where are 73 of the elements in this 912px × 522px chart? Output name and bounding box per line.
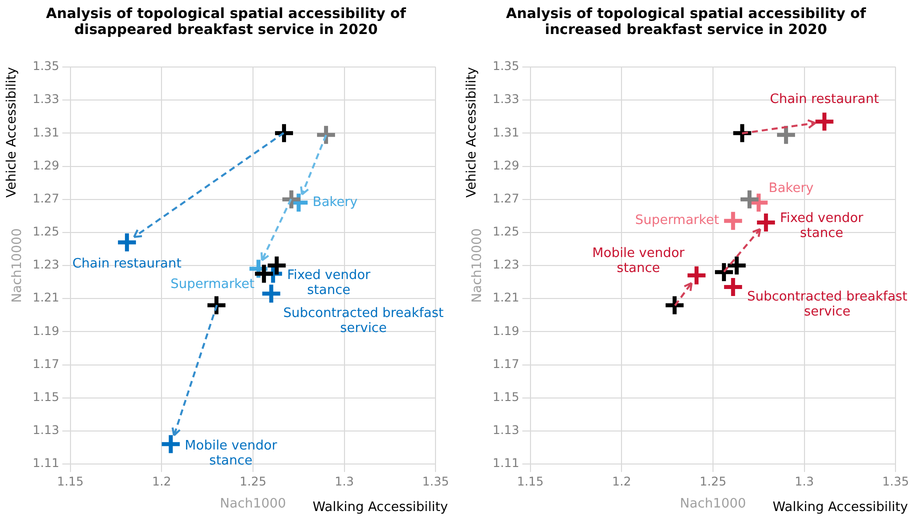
- y-tick-label: 1.17: [492, 356, 520, 371]
- point: [160, 433, 182, 456]
- x-tick-label: 1.25: [700, 474, 726, 488]
- point: [712, 261, 735, 284]
- x-tick-label: 1.3: [334, 474, 354, 488]
- y-tick-label: 1.21: [32, 290, 60, 305]
- x-tick-label: 1.15: [516, 474, 544, 488]
- y-tick-label: 1.25: [32, 224, 60, 239]
- y-tick-label: 1.33: [492, 92, 520, 106]
- series-label: Chain restaurant: [770, 92, 879, 107]
- x-tick-label: 1.2: [152, 474, 172, 488]
- point: [726, 254, 748, 276]
- y-tick-label: 1.21: [492, 290, 520, 305]
- y-tick-label: 1.15: [32, 390, 60, 404]
- x-axis-title: Nach1000: [220, 496, 286, 512]
- text: Vehicle Accessibility: [464, 66, 480, 198]
- series-label: Fixed vendor stance: [287, 268, 372, 298]
- point: [664, 294, 686, 316]
- y-tick-label: 1.31: [492, 125, 520, 140]
- y-tick-label: 1.25: [492, 224, 520, 239]
- y-axis-title: Nach10000: [10, 228, 26, 303]
- y-tick-label: 1.19: [492, 324, 520, 338]
- y-tick-label: 1.19: [32, 324, 60, 338]
- series-label: Subcontracted breakfast service: [747, 289, 908, 320]
- y-tick-label: 1.23: [32, 258, 60, 272]
- y-tick-label: 1.11: [492, 456, 520, 470]
- y-tick-label: 1.13: [32, 423, 60, 438]
- y-tick-label: 1.27: [492, 191, 520, 206]
- y-tick-label: 1.31: [32, 125, 60, 140]
- y-axis-title: Nach10000: [470, 228, 486, 303]
- y-tick-label: 1.35: [32, 59, 60, 74]
- series-label: Chain restaurant: [72, 256, 182, 272]
- y-tick-label: 1.27: [32, 191, 60, 206]
- y-tick-label: 1.17: [32, 356, 60, 371]
- series-label: Supermarket: [170, 277, 254, 292]
- y-tick-label: 1.35: [492, 59, 520, 74]
- point: [775, 124, 798, 146]
- y-tick-label: 1.33: [32, 92, 60, 106]
- point: [273, 122, 296, 144]
- point: [280, 188, 302, 210]
- x-tick-label: 1.35: [882, 474, 909, 488]
- point: [686, 264, 708, 286]
- point: [813, 110, 836, 133]
- y-tick-label: 1.13: [492, 423, 520, 438]
- y-tick-label: 1.15: [492, 390, 520, 404]
- text: Vehicle Accessibility: [4, 66, 20, 198]
- x-tick-label: 1.2: [612, 474, 632, 488]
- series-label: Bakery: [768, 181, 814, 196]
- y-tick-label: 1.29: [492, 158, 520, 172]
- x-tick-label: 1.3: [794, 474, 814, 488]
- series-label: Subcontracted breakfast service: [283, 306, 444, 336]
- point: [266, 254, 288, 276]
- series-label: Bakery: [312, 195, 358, 210]
- y-tick-label: 1.11: [32, 456, 60, 470]
- x-tick-label: 1.15: [56, 474, 84, 488]
- point: [260, 282, 282, 305]
- chart-title: Analysis of topological spatial accessibility of disappeared breakfast service in 2020: [46, 5, 406, 40]
- text: Walking Accessibility: [772, 500, 908, 515]
- y-tick-label: 1.29: [32, 158, 60, 172]
- series-label: Mobile vendor stance: [592, 246, 686, 276]
- point: [315, 124, 338, 146]
- point: [116, 231, 138, 254]
- series-label: Supermarket: [635, 213, 720, 228]
- chart-title: Analysis of topological spatial accessibility of increased breakfast service in 2020: [506, 5, 866, 40]
- x-axis-title: Nach1000: [680, 496, 746, 512]
- point: [722, 210, 744, 232]
- series-label: Fixed vendor stance: [780, 210, 864, 241]
- text: Walking Accessibility: [312, 500, 448, 515]
- x-tick-label: 1.25: [240, 474, 266, 488]
- y-tick-label: 1.23: [492, 258, 520, 272]
- x-tick-label: 1.35: [422, 474, 449, 488]
- point: [252, 262, 275, 285]
- series-label: Mobile vendor stance: [184, 438, 278, 469]
